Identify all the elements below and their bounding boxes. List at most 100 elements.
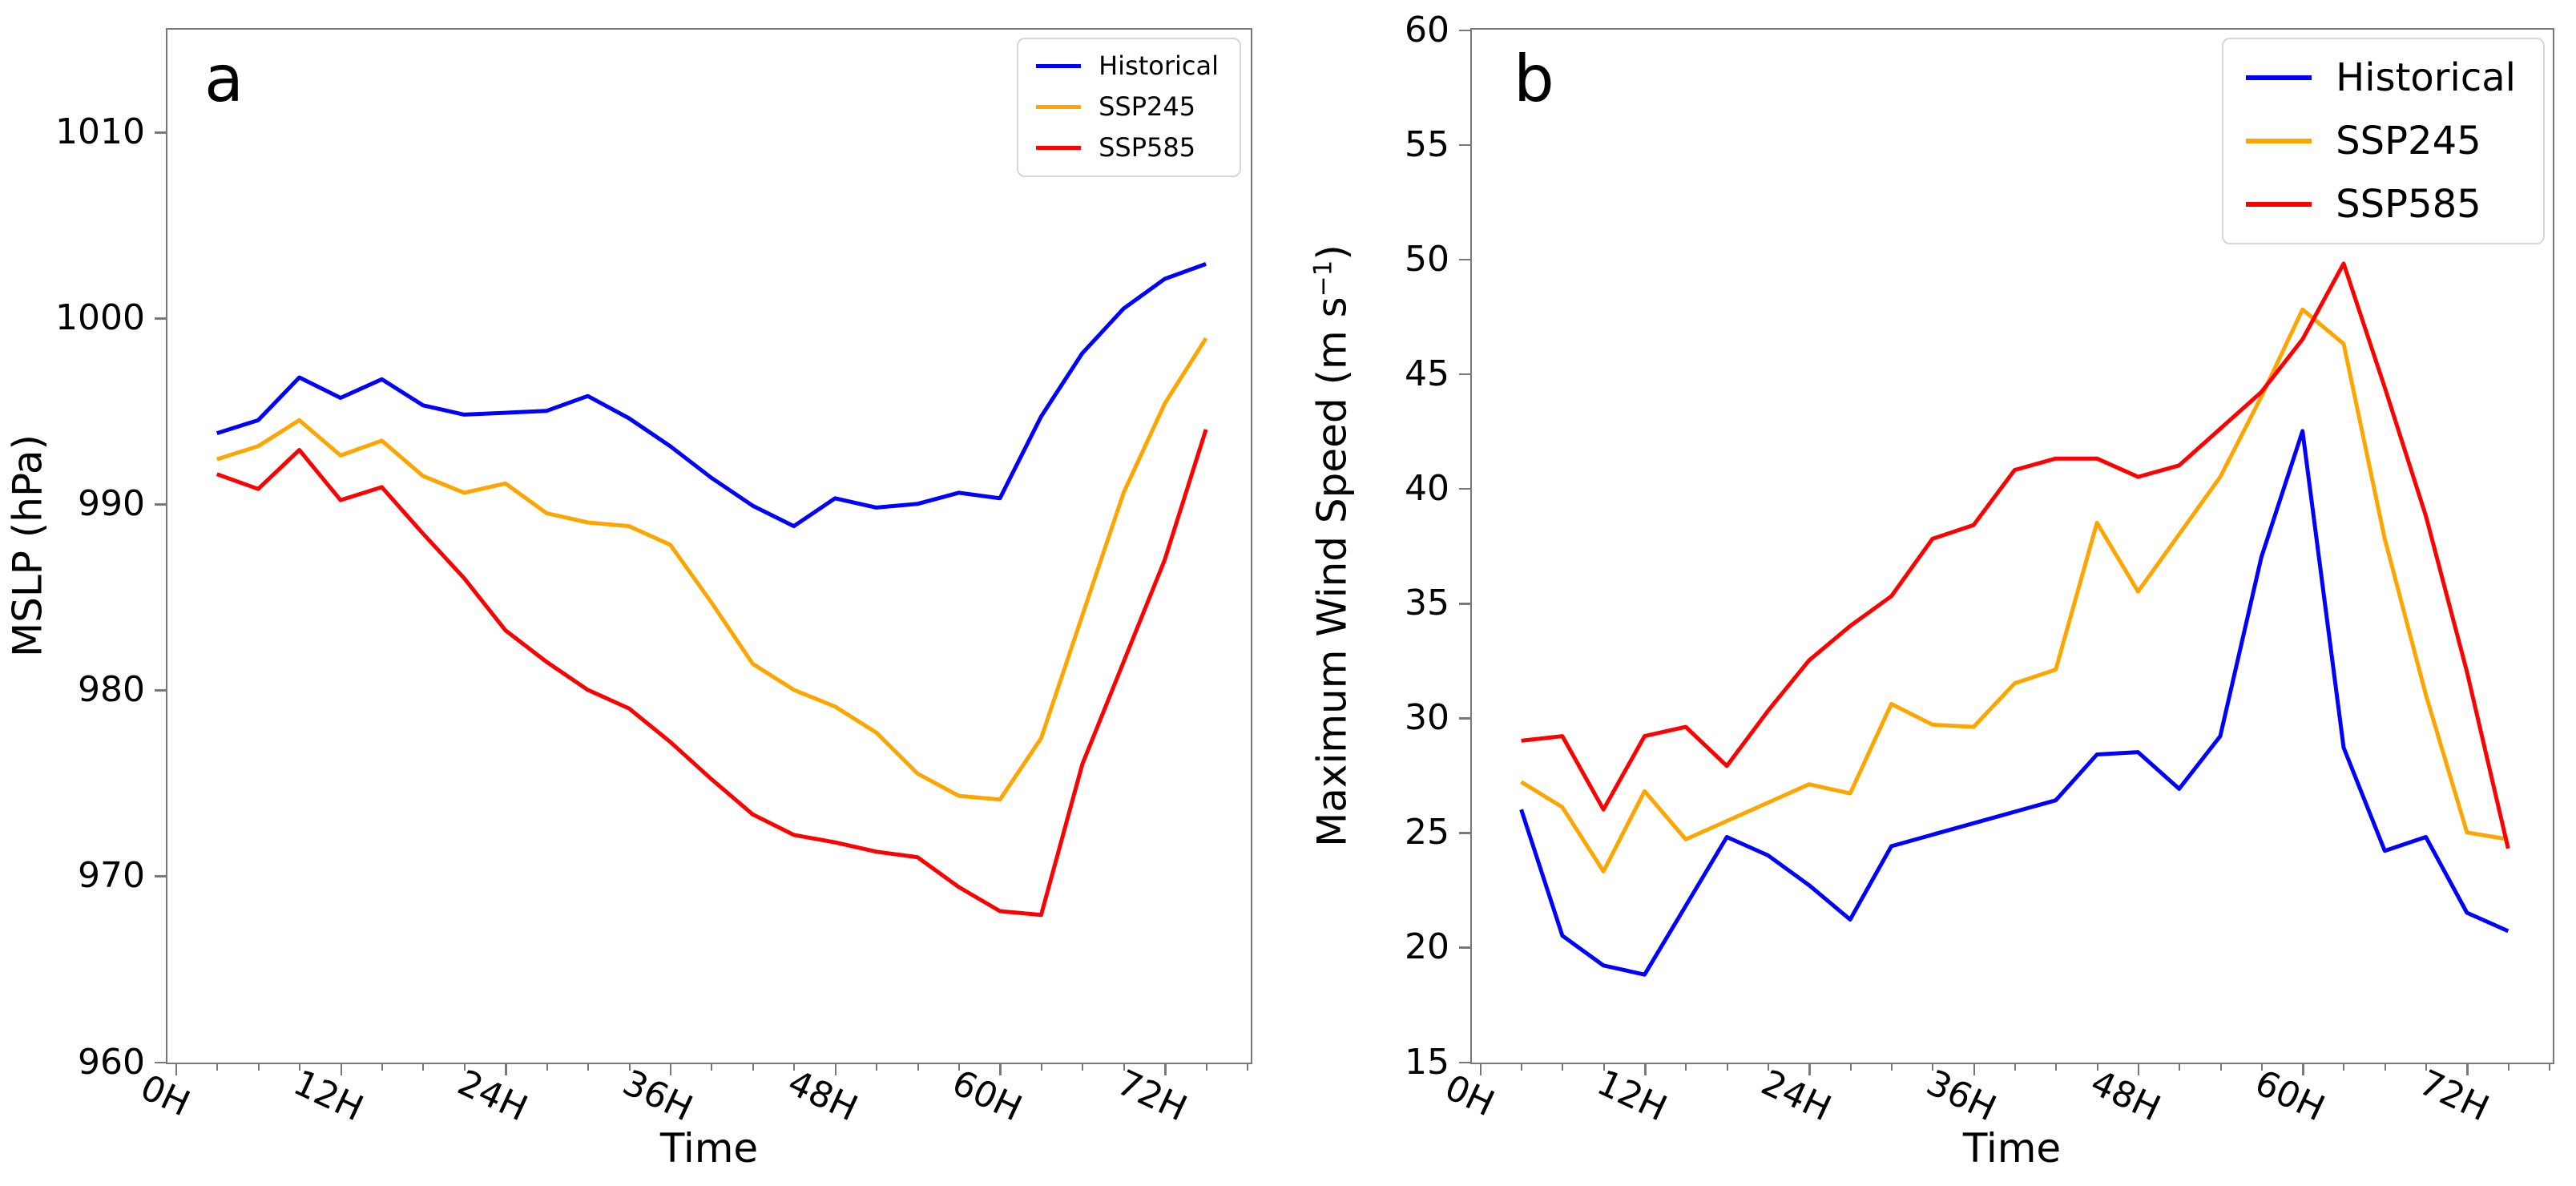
x-minor-tick [587,1064,590,1071]
x-minor-tick [917,1064,919,1071]
x-minor-tick [1849,1064,1852,1071]
x-minor-tick [2055,1064,2058,1071]
x-major-tick [2137,1064,2140,1075]
series-line-ssp245 [216,337,1208,802]
y-major-tick [155,317,166,320]
y-tick-label: 15 [1405,1041,1449,1083]
series-line-ssp245 [1520,307,2509,873]
legend-item-ssp585: SSP585 [2246,181,2516,227]
panel-a-letter: a [204,42,244,116]
x-major-tick [1808,1064,1811,1075]
y-tick-label: 990 [78,483,145,525]
series-line-historical [216,262,1207,529]
panel-b-line-chart [1519,261,2510,977]
panel-a-y-axis-label: MSLP (hPa) [4,434,50,657]
x-major-tick [175,1064,178,1075]
y-major-tick [1459,373,1470,376]
x-tick-label: 24H [451,1062,534,1130]
y-major-tick [1459,487,1470,490]
x-minor-tick [299,1064,301,1071]
x-tick-label: 36H [616,1062,699,1130]
x-tick-label: 72H [1111,1062,1194,1130]
y-tick-label: 35 [1405,583,1449,624]
x-major-tick [669,1064,672,1075]
y-tick-label: 55 [1405,123,1449,165]
panel-b-x-axis-label: Time [1962,1125,2062,1172]
x-minor-tick [2179,1064,2181,1071]
legend-line-sample [1036,146,1082,151]
y-tick-label: 45 [1405,353,1449,394]
y-tick-label: 980 [78,669,145,711]
panel-b-axes: b Historical SSP245 SSP585 [1470,28,2554,1064]
series-line-ssp585 [216,429,1208,918]
y-major-tick [155,1061,166,1063]
x-minor-tick [2260,1064,2263,1071]
series-line-historical [1519,429,2509,977]
x-minor-tick [752,1064,754,1071]
legend-item-ssp245: SSP245 [2246,119,2516,163]
x-minor-tick [1768,1064,1769,1071]
y-major-tick [155,875,166,877]
x-minor-tick [2096,1064,2098,1071]
panel-a-axes: a Historical SSP245 SSP585 [166,28,1252,1064]
y-tick-label: 960 [78,1041,145,1083]
legend-line-sample [1036,105,1082,110]
x-minor-tick [1932,1064,1934,1071]
x-major-tick [2302,1064,2304,1075]
x-minor-tick [958,1064,961,1071]
x-major-tick [340,1064,343,1075]
y-major-tick [1459,258,1470,261]
x-minor-tick [1521,1064,1523,1071]
x-tick-label: 60H [2248,1062,2332,1130]
x-minor-tick [1205,1064,1207,1071]
panel-a-legend: Historical SSP245 SSP585 [1017,38,1241,177]
x-minor-tick [1890,1064,1893,1071]
x-tick-label: 48H [2084,1062,2167,1130]
x-minor-tick [1685,1064,1687,1071]
y-tick-label: 970 [78,855,145,897]
x-minor-tick [2014,1064,2016,1071]
x-minor-tick [2507,1064,2509,1071]
y-major-tick [1459,717,1470,720]
panel-b-letter: b [1514,42,1554,116]
x-minor-tick [216,1064,219,1071]
legend-label: SSP585 [2336,181,2481,227]
y-tick-label: 30 [1405,697,1449,739]
x-tick-label: 36H [1920,1062,2002,1130]
x-tick-label: 48H [781,1062,864,1130]
y-major-tick [1459,832,1470,834]
x-minor-tick [1726,1064,1728,1071]
y-major-tick [155,503,166,506]
x-tick-label: 12H [1590,1062,1673,1130]
legend-line-sample [2246,75,2312,81]
legend-label: Historical [1099,50,1219,81]
x-major-tick [999,1064,1002,1075]
y-major-tick [1459,603,1470,605]
x-minor-tick [2425,1064,2428,1071]
legend-line-sample [2246,201,2312,207]
x-minor-tick [2219,1064,2222,1071]
x-minor-tick [463,1064,466,1071]
x-minor-tick [711,1064,713,1071]
x-tick-label: 60H [946,1062,1029,1130]
x-tick-label: 24H [1755,1062,1838,1130]
x-major-tick [505,1064,507,1075]
y-tick-label: 60 [1405,9,1449,50]
legend-line-sample [2246,139,2312,144]
legend-item-ssp585: SSP585 [1036,134,1219,162]
x-minor-tick [2384,1064,2386,1071]
x-minor-tick [546,1064,548,1071]
x-major-tick [2466,1064,2469,1075]
x-minor-tick [1123,1064,1125,1071]
x-minor-tick [793,1064,796,1071]
x-major-tick [834,1064,837,1075]
y-tick-label: 25 [1405,812,1449,853]
y-tick-label: 40 [1405,467,1449,509]
y-major-tick [1459,143,1470,147]
series-line-ssp585 [1521,261,2510,849]
x-minor-tick [422,1064,425,1071]
x-minor-tick [381,1064,383,1071]
y-tick-label: 1000 [55,297,145,339]
x-minor-tick [1562,1064,1564,1071]
